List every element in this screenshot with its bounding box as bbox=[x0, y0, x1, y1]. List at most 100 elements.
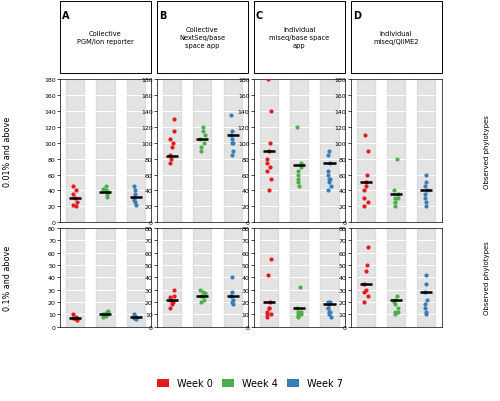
Text: D: D bbox=[352, 12, 360, 21]
Point bbox=[422, 289, 430, 296]
Point bbox=[394, 309, 402, 315]
Text: Observed phylotypes: Observed phylotypes bbox=[484, 115, 490, 188]
Point bbox=[422, 196, 430, 202]
Point bbox=[297, 164, 305, 170]
Point bbox=[422, 281, 430, 287]
Point bbox=[325, 302, 333, 308]
Point bbox=[361, 223, 369, 229]
Point bbox=[69, 202, 77, 209]
Point bbox=[170, 293, 178, 299]
Point bbox=[130, 188, 138, 194]
Point bbox=[74, 200, 82, 206]
Point bbox=[168, 144, 176, 151]
Point bbox=[324, 188, 332, 194]
Point bbox=[325, 309, 333, 315]
Point bbox=[168, 156, 175, 162]
Point bbox=[324, 152, 332, 158]
Point bbox=[102, 312, 110, 319]
Point bbox=[327, 314, 335, 320]
Point bbox=[169, 140, 177, 147]
Point bbox=[267, 109, 275, 115]
Point bbox=[227, 132, 235, 139]
Text: A: A bbox=[62, 12, 70, 21]
Point bbox=[294, 311, 302, 318]
Point bbox=[200, 293, 207, 299]
Point bbox=[166, 305, 174, 312]
Text: B: B bbox=[159, 12, 166, 21]
Bar bbox=[66, 229, 84, 327]
Point bbox=[360, 196, 368, 202]
Point bbox=[423, 188, 431, 194]
Point bbox=[102, 310, 110, 316]
Point bbox=[324, 305, 332, 312]
Point bbox=[168, 297, 175, 303]
Point bbox=[228, 299, 235, 306]
Point bbox=[360, 281, 368, 287]
Bar bbox=[320, 80, 338, 223]
Point bbox=[70, 315, 78, 322]
Point bbox=[166, 152, 174, 158]
Point bbox=[363, 262, 371, 269]
Bar bbox=[387, 80, 405, 223]
Point bbox=[131, 192, 139, 198]
Point bbox=[360, 204, 368, 210]
Point bbox=[227, 113, 235, 119]
Point bbox=[364, 244, 372, 250]
Point bbox=[325, 176, 333, 182]
Point bbox=[420, 302, 428, 308]
Point bbox=[103, 192, 111, 198]
Point bbox=[228, 140, 235, 147]
Point bbox=[263, 156, 271, 162]
Point bbox=[422, 309, 430, 315]
Point bbox=[166, 297, 174, 303]
Text: Individual
miseq/QIIME2: Individual miseq/QIIME2 bbox=[374, 31, 419, 45]
Point bbox=[293, 124, 301, 131]
Point bbox=[390, 188, 398, 194]
Point bbox=[264, 77, 272, 83]
Bar bbox=[66, 80, 84, 223]
Point bbox=[170, 117, 178, 123]
Point bbox=[364, 200, 372, 206]
Point bbox=[294, 180, 302, 186]
Point bbox=[70, 311, 78, 318]
Bar bbox=[224, 229, 242, 327]
Point bbox=[325, 148, 333, 154]
Point bbox=[326, 309, 334, 315]
Bar bbox=[96, 229, 114, 327]
Point bbox=[266, 176, 274, 182]
Point bbox=[70, 184, 78, 190]
Point bbox=[132, 316, 140, 323]
Point bbox=[293, 305, 301, 312]
Text: Observed phylotypes: Observed phylotypes bbox=[484, 241, 490, 314]
Point bbox=[422, 204, 430, 210]
Point bbox=[72, 204, 80, 210]
Point bbox=[103, 309, 111, 315]
Point bbox=[228, 152, 235, 158]
Point bbox=[130, 197, 138, 204]
Point bbox=[102, 184, 110, 190]
Point bbox=[266, 140, 274, 147]
Point bbox=[420, 192, 428, 198]
Point bbox=[422, 272, 430, 278]
Point bbox=[363, 172, 371, 178]
Bar bbox=[320, 229, 338, 327]
Bar bbox=[126, 80, 145, 223]
Point bbox=[130, 196, 138, 202]
Point bbox=[422, 311, 430, 318]
Point bbox=[132, 314, 140, 320]
Point bbox=[200, 140, 208, 147]
Point bbox=[423, 297, 431, 303]
Point bbox=[200, 290, 208, 297]
Point bbox=[298, 309, 306, 315]
Point bbox=[228, 128, 236, 135]
Point bbox=[294, 314, 302, 320]
Point bbox=[229, 148, 237, 154]
Point bbox=[362, 287, 370, 293]
Point bbox=[264, 272, 272, 278]
Point bbox=[422, 184, 430, 190]
Point bbox=[266, 311, 274, 318]
Point bbox=[132, 200, 140, 206]
Point bbox=[324, 172, 332, 178]
Point bbox=[197, 293, 205, 299]
Point bbox=[266, 188, 274, 194]
